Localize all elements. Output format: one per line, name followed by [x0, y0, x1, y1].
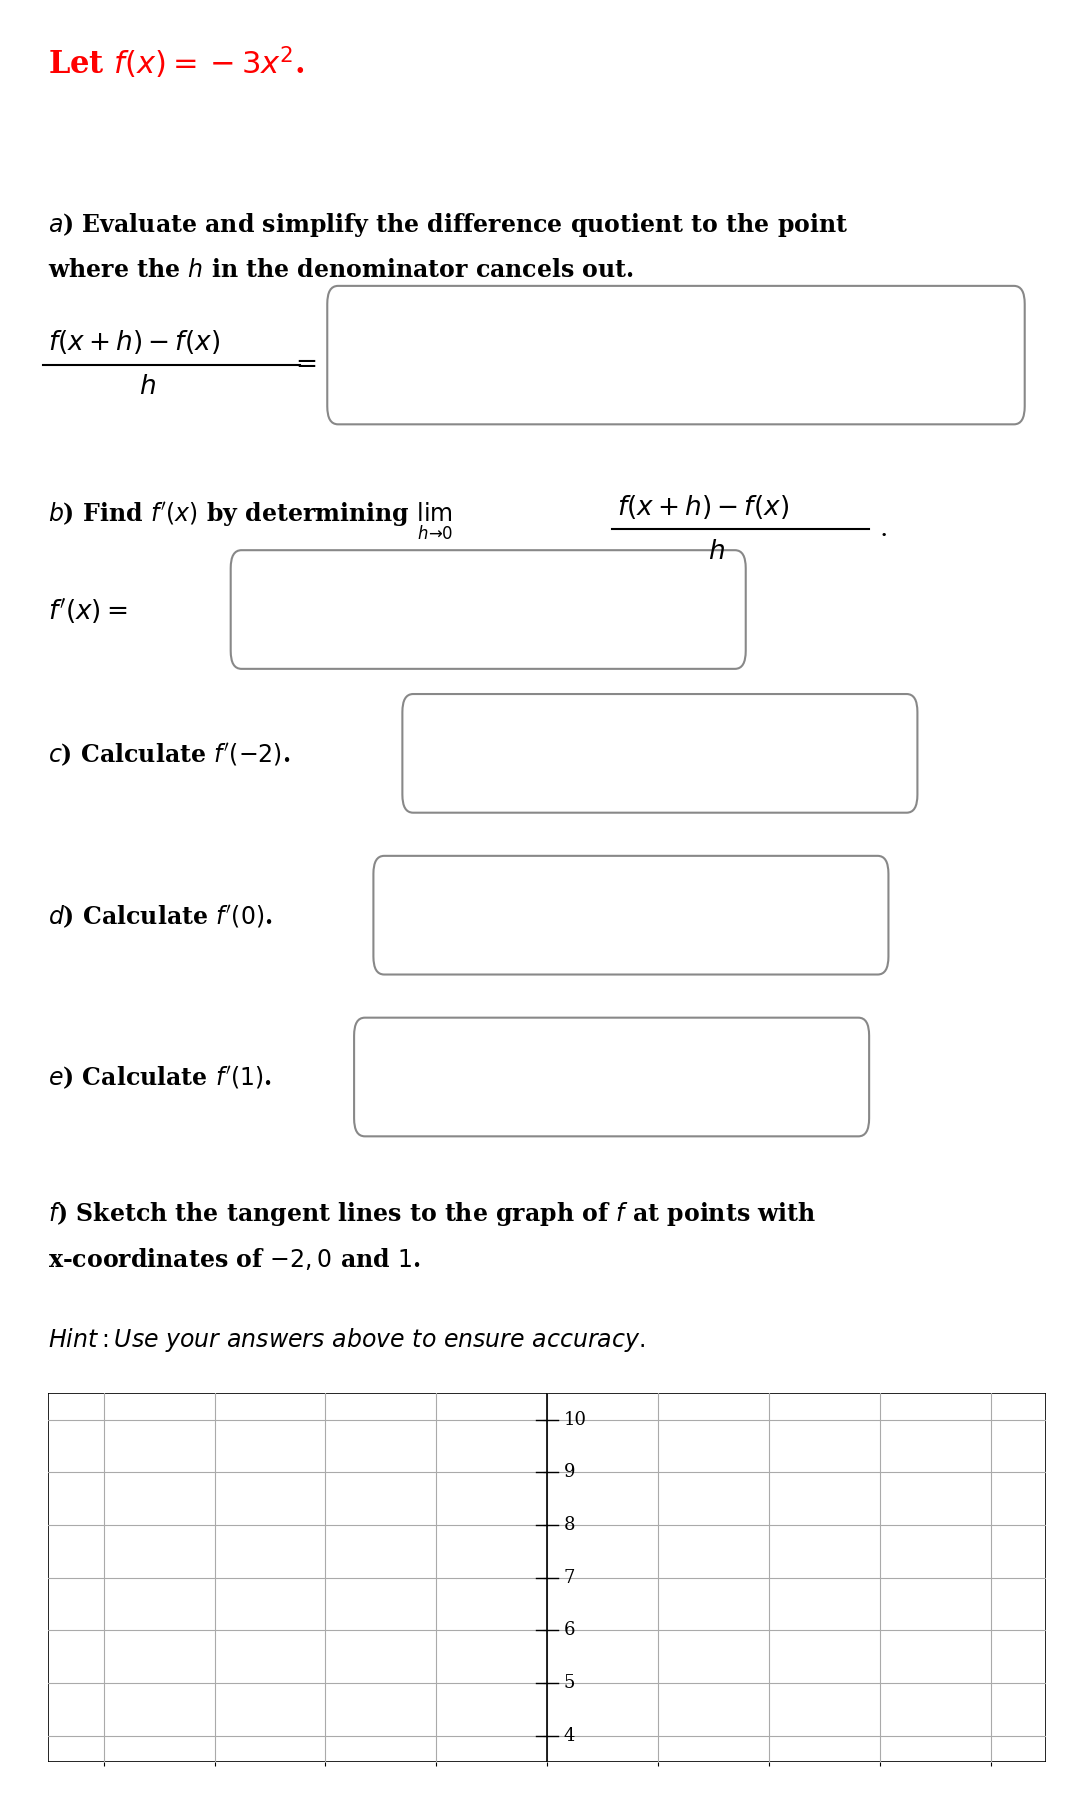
- Text: 6: 6: [564, 1622, 575, 1640]
- FancyBboxPatch shape: [354, 1018, 869, 1136]
- Text: =: =: [295, 352, 317, 378]
- Text: $e$) Calculate $f'(1)$.: $e$) Calculate $f'(1)$.: [48, 1064, 273, 1093]
- Text: where the $h$ in the denominator cancels out.: where the $h$ in the denominator cancels…: [48, 257, 634, 282]
- Text: $f$) Sketch the tangent lines to the graph of $f$ at points with: $f$) Sketch the tangent lines to the gra…: [48, 1199, 817, 1228]
- Text: 5: 5: [564, 1674, 575, 1692]
- Text: 10: 10: [564, 1411, 587, 1429]
- Text: $b$) Find $f'(x)$ by determining $\lim_{h \to 0}$: $b$) Find $f'(x)$ by determining $\lim_{…: [48, 502, 454, 541]
- Text: $c$) Calculate $f'(-2)$.: $c$) Calculate $f'(-2)$.: [48, 741, 291, 770]
- Text: .: .: [880, 516, 888, 541]
- Text: x-coordinates of $-2, 0$ and $1$.: x-coordinates of $-2, 0$ and $1$.: [48, 1246, 421, 1271]
- Text: $f(x+h) - f(x)$: $f(x+h) - f(x)$: [48, 327, 220, 356]
- FancyBboxPatch shape: [402, 694, 917, 813]
- Text: $\it{Hint: Use\ your\ answers\ above\ to\ ensure\ accuracy.}$: $\it{Hint: Use\ your\ answers\ above\ to…: [48, 1325, 646, 1354]
- Text: $a$) Evaluate and simplify the difference quotient to the point: $a$) Evaluate and simplify the differenc…: [48, 210, 849, 239]
- Text: $h$: $h$: [139, 374, 157, 399]
- FancyBboxPatch shape: [231, 550, 746, 669]
- Text: 8: 8: [564, 1516, 575, 1534]
- Text: Let $f(x) = -3x^2$.: Let $f(x) = -3x^2$.: [48, 45, 305, 81]
- Text: 4: 4: [564, 1726, 575, 1744]
- FancyBboxPatch shape: [327, 286, 1025, 424]
- Text: $f(x+h) - f(x)$: $f(x+h) - f(x)$: [617, 493, 789, 521]
- Text: $f'(x) =$: $f'(x) =$: [48, 597, 128, 626]
- Text: 7: 7: [564, 1568, 575, 1588]
- FancyBboxPatch shape: [373, 856, 888, 975]
- Text: 9: 9: [564, 1464, 575, 1482]
- Text: $d$) Calculate $f'(0)$.: $d$) Calculate $f'(0)$.: [48, 903, 273, 931]
- Text: $h$: $h$: [708, 539, 725, 565]
